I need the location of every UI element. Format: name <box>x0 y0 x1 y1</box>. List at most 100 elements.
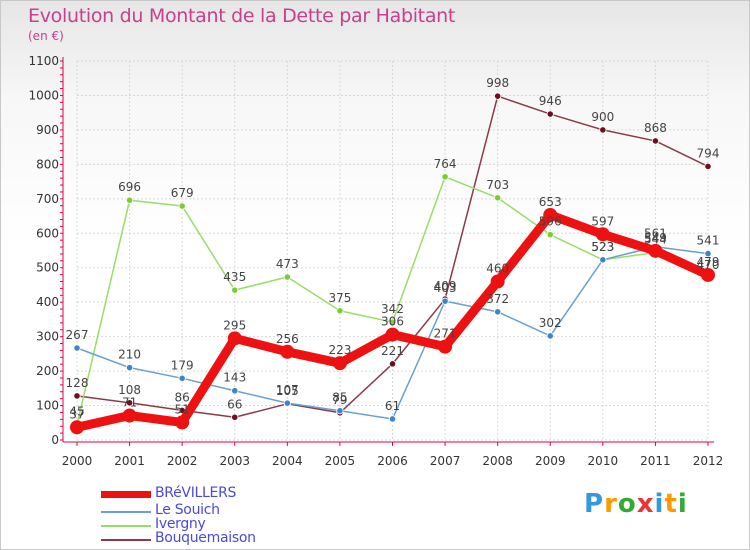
x-tick-label: 2005 <box>325 454 356 468</box>
data-label: 900 <box>591 110 614 124</box>
data-label: 998 <box>486 76 509 90</box>
data-point-2 <box>388 318 397 326</box>
x-tick-label: 2008 <box>482 454 513 468</box>
data-label: 523 <box>591 240 614 254</box>
x-tick-label: 2011 <box>640 454 671 468</box>
x-tick-label: 2012 <box>693 454 724 468</box>
data-point-3 <box>546 110 554 118</box>
data-label: 71 <box>122 396 137 410</box>
data-label: 210 <box>118 348 141 362</box>
data-point-0 <box>595 227 610 242</box>
data-point-1 <box>336 407 344 415</box>
data-point-3 <box>388 360 397 368</box>
data-point-0 <box>122 408 137 423</box>
legend-label-ivergny: Ivergny <box>155 516 206 532</box>
logo-letter: i <box>677 489 688 519</box>
data-point-2 <box>441 173 449 181</box>
x-tick-label: 2003 <box>219 454 250 468</box>
data-label: 403 <box>434 281 457 295</box>
legend-swatch-brevillers <box>101 491 151 498</box>
x-tick-label: 2009 <box>535 454 566 468</box>
data-label: 703 <box>486 178 509 192</box>
data-point-2 <box>231 286 239 294</box>
y-tick-label: 700 <box>36 192 59 206</box>
data-point-3 <box>494 92 502 100</box>
y-tick-label: 1000 <box>28 88 59 102</box>
data-label: 108 <box>118 383 141 397</box>
data-label: 794 <box>697 146 720 160</box>
data-point-2 <box>283 273 291 281</box>
data-label: 223 <box>328 343 351 357</box>
data-point-1 <box>546 332 554 340</box>
data-label: 375 <box>328 291 351 305</box>
chart-subtitle: (en €) <box>28 29 64 43</box>
logo-letter: o <box>617 489 637 519</box>
data-point-1 <box>494 308 502 316</box>
proxiti-logo: Proxiti <box>584 489 688 519</box>
data-label: 409 <box>434 279 457 293</box>
data-point-1 <box>704 250 712 258</box>
data-label: 561 <box>644 227 667 241</box>
data-label: 51 <box>175 402 190 416</box>
data-label: 295 <box>223 318 246 332</box>
y-tick-label: 1100 <box>28 54 59 68</box>
data-point-2 <box>125 196 134 204</box>
data-label: 696 <box>118 180 141 194</box>
data-label: 764 <box>434 157 457 171</box>
data-point-0 <box>227 331 242 346</box>
y-tick-label: 100 <box>36 399 59 413</box>
x-tick-label: 2006 <box>377 454 408 468</box>
logo-letter: t <box>664 489 678 519</box>
data-label: 267 <box>66 328 89 342</box>
y-tick-label: 300 <box>36 330 59 344</box>
x-tick-label: 2001 <box>114 454 145 468</box>
data-label: 470 <box>697 258 720 272</box>
legend-swatch-ivergny <box>101 525 151 527</box>
y-tick-label: 600 <box>36 226 59 240</box>
y-tick-label: 900 <box>36 123 59 137</box>
data-point-1 <box>231 387 239 395</box>
logo-letter: P <box>584 489 605 519</box>
x-tick-label: 2004 <box>272 454 303 468</box>
data-label: 143 <box>223 371 246 385</box>
data-label: 946 <box>539 94 562 108</box>
data-label: 549 <box>644 231 667 245</box>
legend-swatch-le-souich <box>101 511 151 513</box>
data-point-3 <box>125 399 134 407</box>
data-point-0 <box>490 274 505 289</box>
data-label: 179 <box>171 358 194 372</box>
data-point-2 <box>178 202 186 210</box>
legend-label-bouquemaison: Bouquemaison <box>155 530 256 546</box>
data-point-3 <box>599 126 607 134</box>
data-point-0 <box>648 243 663 258</box>
data-point-2 <box>336 307 344 315</box>
data-label: 128 <box>66 376 89 390</box>
x-tick-label: 2002 <box>167 454 198 468</box>
logo-letter: i <box>654 489 665 519</box>
data-point-0 <box>70 420 84 435</box>
x-tick-label: 2000 <box>62 454 93 468</box>
data-label: 679 <box>171 186 194 200</box>
data-label: 596 <box>539 215 562 229</box>
data-label: 653 <box>539 195 562 209</box>
y-tick-label: 200 <box>36 364 59 378</box>
data-label: 544 <box>644 233 667 247</box>
data-label: 302 <box>539 316 562 330</box>
data-label: 479 <box>697 255 720 269</box>
data-point-0 <box>701 267 715 282</box>
data-label: 79 <box>332 393 347 407</box>
data-label: 342 <box>381 302 404 316</box>
data-label: 37 <box>69 407 84 421</box>
data-point-0 <box>385 327 400 342</box>
data-point-0 <box>332 356 347 371</box>
legend-label-le-souich: Le Souich <box>155 502 220 518</box>
data-point-3 <box>73 392 81 400</box>
data-label: 597 <box>591 214 614 228</box>
data-label: 85 <box>332 391 347 405</box>
data-label: 473 <box>276 257 299 271</box>
data-label: 61 <box>385 399 400 413</box>
data-point-1 <box>73 344 81 352</box>
data-label: 86 <box>175 390 190 404</box>
